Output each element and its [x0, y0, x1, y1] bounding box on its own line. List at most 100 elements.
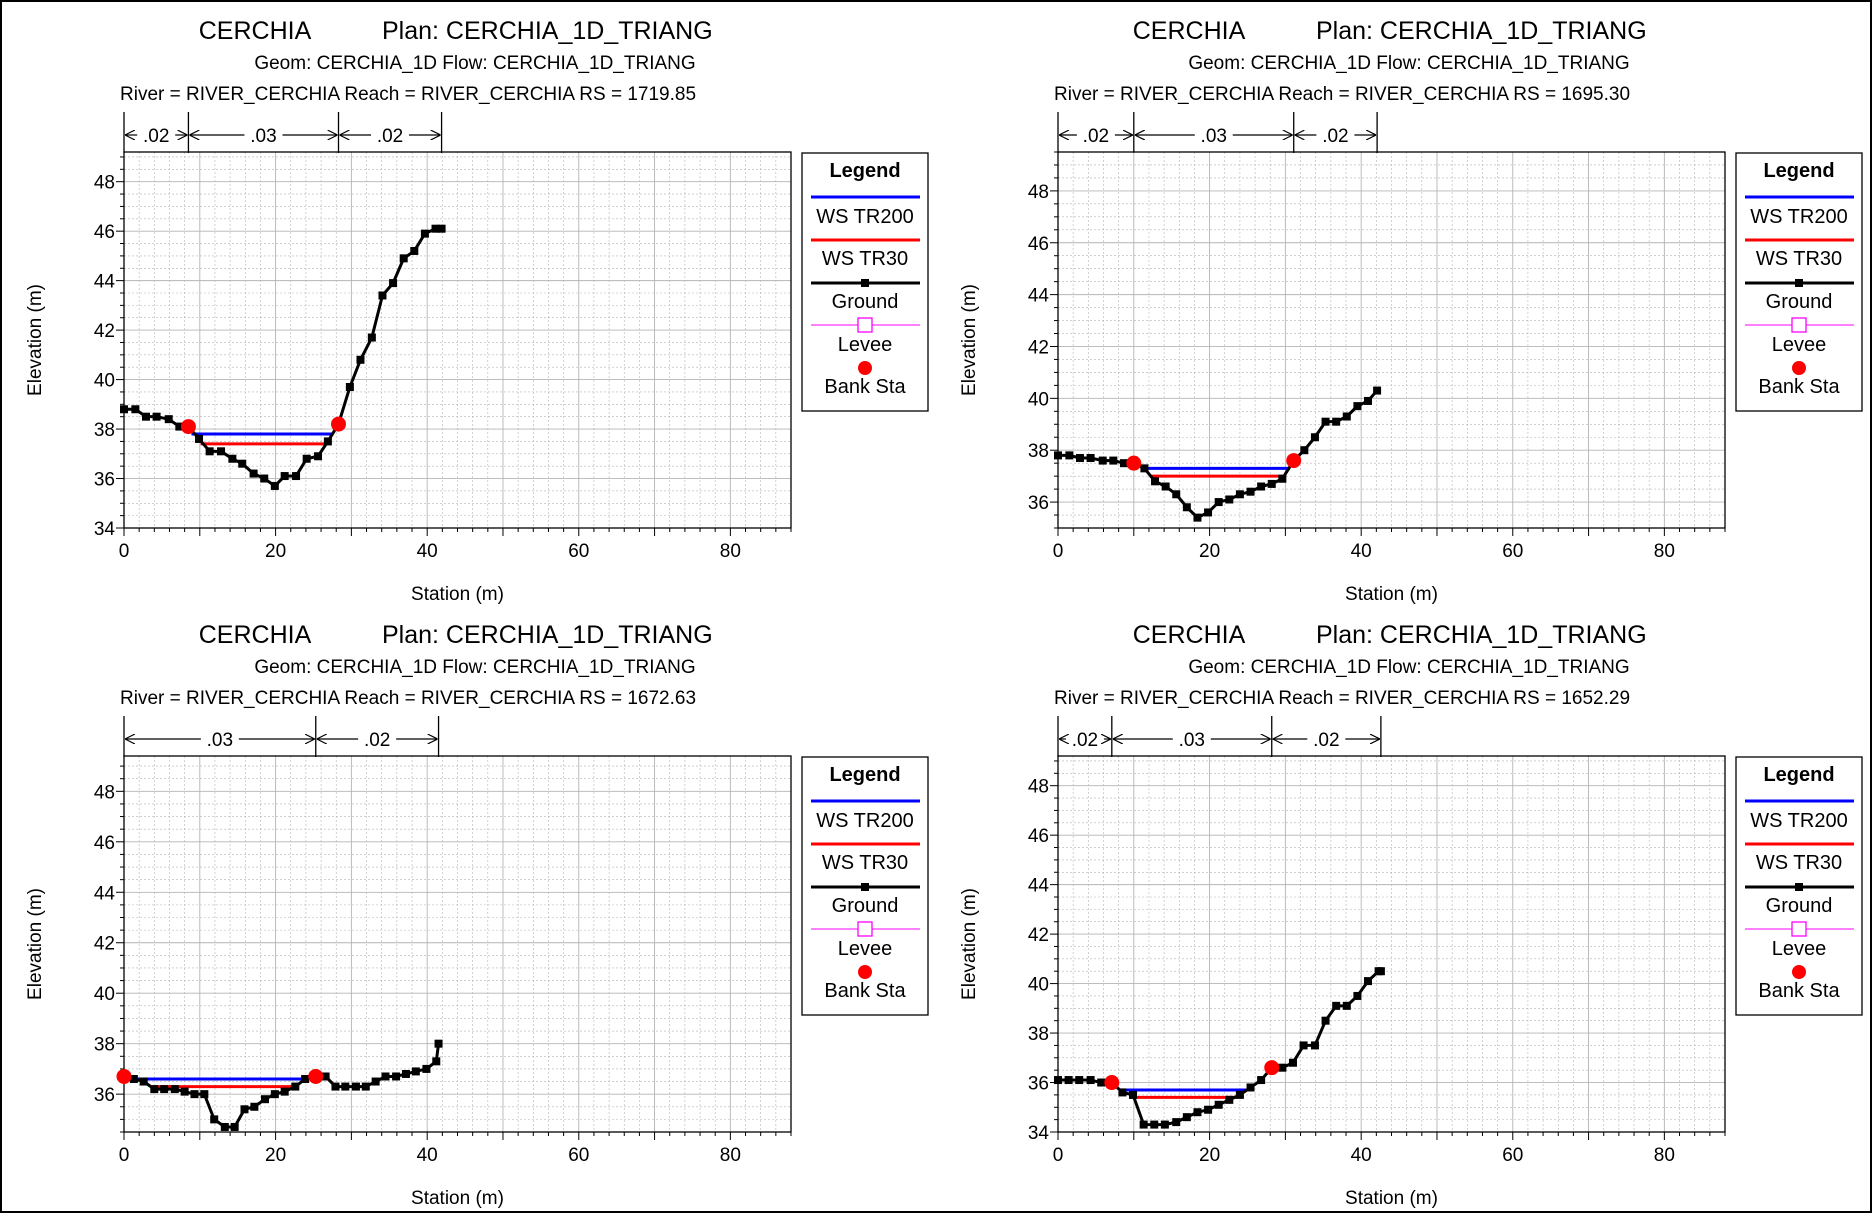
ground-point-marker — [250, 1103, 258, 1111]
legend-label-ws-tr200: WS TR200 — [816, 206, 913, 228]
ground-point-marker — [1332, 418, 1340, 426]
y-axis-label: Elevation (m) — [25, 284, 46, 396]
y-axis-label: Elevation (m) — [959, 284, 980, 396]
ground-point-marker — [1215, 498, 1223, 506]
y-tick-label: 40 — [94, 984, 115, 1005]
x-tick-label: 40 — [1351, 1145, 1372, 1166]
y-tick-label: 42 — [1028, 925, 1049, 946]
ground-point-marker — [281, 1088, 289, 1096]
x-tick-label: 0 — [1053, 541, 1064, 562]
ground-point-marker — [400, 254, 408, 262]
legend-title: Legend — [1763, 764, 1834, 786]
x-axis-label: Station (m) — [411, 584, 504, 605]
legend-label-levee: Levee — [1772, 334, 1827, 356]
x-axis-label: Station (m) — [1345, 584, 1438, 605]
legend-label-bank-sta: Bank Sta — [1758, 980, 1840, 1002]
ground-point-marker — [160, 1085, 168, 1093]
ground-point-marker — [1343, 1002, 1351, 1010]
bank-station-marker — [308, 1069, 323, 1084]
ground-point-marker — [1150, 1121, 1158, 1129]
legend-levee-marker — [858, 922, 872, 936]
legend-label-ws-tr200: WS TR200 — [816, 810, 913, 832]
ground-point-marker — [435, 1040, 443, 1048]
ground-point-marker — [260, 475, 268, 483]
ground-point-marker — [1162, 483, 1170, 491]
ground-point-marker — [217, 447, 225, 455]
ground-point-marker — [271, 1090, 279, 1098]
chart-subtitle: Geom: CERCHIA_1D Flow: CERCHIA_1D_TRIANG — [1188, 657, 1629, 678]
ground-point-marker — [1099, 457, 1107, 465]
x-tick-label: 60 — [1502, 541, 1523, 562]
ground-point-marker — [432, 1057, 440, 1065]
ground-point-marker — [1377, 967, 1385, 975]
manning-n-label: .03 — [250, 126, 276, 147]
ground-point-marker — [195, 435, 203, 443]
x-tick-label: 0 — [1053, 1145, 1064, 1166]
ground-point-marker — [1172, 1118, 1180, 1126]
ground-point-marker — [1364, 977, 1372, 985]
legend-levee-marker — [1792, 922, 1806, 936]
chart-location: River = RIVER_CERCHIA Reach = RIVER_CERC… — [1054, 84, 1630, 105]
legend-label-ws-tr200: WS TR200 — [1750, 206, 1847, 228]
x-tick-label: 20 — [1199, 541, 1220, 562]
ground-point-marker — [190, 1090, 198, 1098]
ground-point-marker — [352, 1083, 360, 1091]
y-tick-label: 36 — [1028, 493, 1049, 514]
y-axis-label: Elevation (m) — [959, 888, 980, 1000]
legend-title: Legend — [829, 160, 900, 182]
legend-label-ground: Ground — [832, 895, 899, 917]
y-tick-label: 38 — [1028, 1024, 1049, 1045]
ground-point-marker — [1193, 1108, 1201, 1116]
legend-label-ws-tr30: WS TR30 — [1756, 248, 1842, 270]
ground-point-marker — [346, 383, 354, 391]
y-tick-label: 46 — [94, 833, 115, 854]
x-tick-label: 60 — [1502, 1145, 1523, 1166]
x-axis-label: Station (m) — [1345, 1188, 1438, 1209]
ground-point-marker — [1065, 1076, 1073, 1084]
chart-plan-title: Plan: CERCHIA_1D_TRIANG — [1316, 621, 1647, 649]
ground-point-marker — [1076, 454, 1084, 462]
legend-bank-sta-marker — [1792, 361, 1806, 375]
ground-point-marker — [150, 1085, 158, 1093]
ground-point-marker — [1278, 475, 1286, 483]
ground-point-marker — [1097, 1079, 1105, 1087]
ground-point-marker — [1075, 1076, 1083, 1084]
ground-point-marker — [1109, 457, 1117, 465]
legend-ground-marker — [861, 883, 869, 891]
ground-point-marker — [1343, 412, 1351, 420]
ground-point-marker — [402, 1070, 410, 1078]
ground-point-marker — [421, 230, 429, 238]
bank-station-marker — [1126, 456, 1141, 471]
manning-n-label: .03 — [207, 730, 233, 751]
y-tick-label: 42 — [94, 321, 115, 342]
legend-bank-sta-marker — [858, 965, 872, 979]
ground-point-marker — [1087, 454, 1095, 462]
manning-n-label: .03 — [1201, 126, 1227, 147]
ground-point-marker — [1322, 1017, 1330, 1025]
ground-point-marker — [1236, 1091, 1244, 1099]
x-tick-label: 20 — [265, 541, 286, 562]
bank-station-marker — [331, 417, 346, 432]
ground-point-marker — [171, 1085, 179, 1093]
x-tick-label: 80 — [1654, 541, 1675, 562]
y-tick-label: 44 — [94, 883, 116, 904]
y-tick-label: 46 — [94, 222, 115, 243]
chart-project-title: CERCHIA — [1133, 17, 1246, 45]
ground-point-marker — [281, 472, 289, 480]
ground-point-marker — [1193, 514, 1201, 522]
ground-point-marker — [1311, 1041, 1319, 1049]
bank-station-marker — [1286, 453, 1301, 468]
legend-bank-sta-marker — [1792, 965, 1806, 979]
manning-n-label: .03 — [1179, 730, 1205, 751]
x-tick-label: 40 — [417, 1145, 438, 1166]
legend-title: Legend — [829, 764, 900, 786]
y-tick-label: 36 — [94, 1085, 115, 1106]
ground-point-marker — [261, 1095, 269, 1103]
ground-point-marker — [181, 1088, 189, 1096]
ground-point-marker — [331, 1083, 339, 1091]
ground-point-marker — [1257, 1076, 1265, 1084]
ground-point-marker — [301, 1075, 309, 1083]
ground-point-marker — [1087, 1076, 1095, 1084]
ground-point-marker — [410, 247, 418, 255]
ground-point-marker — [1225, 1096, 1233, 1104]
